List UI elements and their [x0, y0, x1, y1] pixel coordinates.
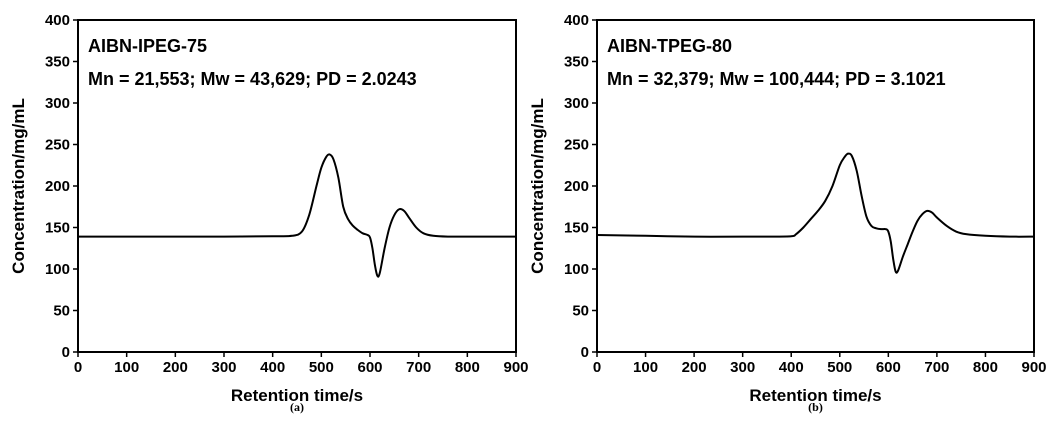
y-tick-label: 50 — [53, 303, 70, 320]
x-tick-label: 100 — [633, 359, 658, 376]
y-tick-label: 150 — [564, 220, 589, 237]
gpc-curve-line — [78, 153, 516, 278]
x-tick-label: 300 — [211, 359, 236, 376]
x-tick-label: 600 — [357, 359, 382, 376]
chart-panel-b: 0 100 200 300 400 500 600 700 800 900 0 50 100 150 200… — [528, 12, 1047, 414]
y-tick-label: 350 — [564, 54, 589, 71]
x-tick-label: 800 — [973, 359, 998, 376]
panel-caption: (b) — [808, 400, 823, 414]
molecular-weight-annotation: Mn = 32,379; Mw = 100,444; PD = 3.1021 — [607, 69, 946, 89]
x-tick-label: 400 — [779, 359, 804, 376]
x-tick-label: 200 — [682, 359, 707, 376]
y-axis-title: Concentration/mg/mL — [528, 98, 547, 274]
x-tick-label: 700 — [924, 359, 949, 376]
y-tick-label: 250 — [564, 137, 589, 154]
y-tick-label: 100 — [45, 261, 70, 278]
y-tick-label: 0 — [581, 344, 589, 361]
x-tick-label: 400 — [260, 359, 285, 376]
y-tick-label: 400 — [45, 12, 70, 29]
x-tick-label: 900 — [1021, 359, 1046, 376]
y-tick-label: 200 — [45, 178, 70, 195]
chart-panel-a: 0 100 200 300 400 500 600 700 800 900 0 50 100 150 200… — [9, 12, 529, 414]
sample-name-annotation: AIBN-IPEG-75 — [88, 36, 207, 56]
x-axis-title: Retention time/s — [749, 386, 881, 405]
y-tick-label: 400 — [564, 12, 589, 29]
gpc-curve-line — [596, 152, 1035, 274]
y-tick-label: 250 — [45, 137, 70, 154]
y-tick-label: 150 — [45, 220, 70, 237]
x-tick-label: 0 — [74, 359, 82, 376]
x-tick-label: 300 — [730, 359, 755, 376]
x-tick-label: 100 — [114, 359, 139, 376]
y-tick-label: 50 — [572, 303, 589, 320]
sample-name-annotation: AIBN-TPEG-80 — [607, 36, 732, 56]
y-tick-label: 0 — [62, 344, 70, 361]
x-tick-label: 800 — [455, 359, 480, 376]
molecular-weight-annotation: Mn = 21,553; Mw = 43,629; PD = 2.0243 — [88, 69, 417, 89]
x-tick-label: 500 — [309, 359, 334, 376]
x-tick-label: 700 — [406, 359, 431, 376]
x-tick-label: 200 — [163, 359, 188, 376]
panel-caption: (a) — [290, 400, 304, 414]
y-tick-label: 350 — [45, 54, 70, 71]
x-tick-label: 0 — [593, 359, 601, 376]
x-axis-title: Retention time/s — [231, 386, 363, 405]
x-tick-label: 600 — [876, 359, 901, 376]
y-tick-label: 100 — [564, 261, 589, 278]
y-tick-label: 300 — [564, 95, 589, 112]
y-tick-label: 200 — [564, 178, 589, 195]
x-tick-label: 900 — [503, 359, 528, 376]
y-tick-label: 300 — [45, 95, 70, 112]
x-tick-label: 500 — [827, 359, 852, 376]
y-axis-title: Concentration/mg/mL — [9, 98, 28, 274]
